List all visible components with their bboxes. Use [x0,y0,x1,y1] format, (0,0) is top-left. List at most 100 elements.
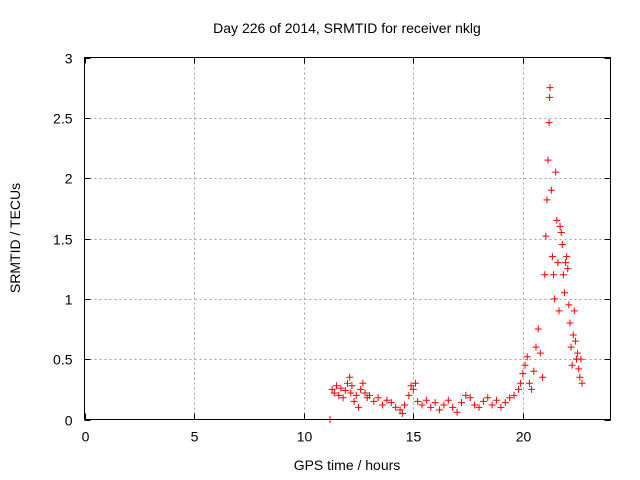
data-point [547,186,555,194]
data-point [546,84,554,92]
data-point [567,343,575,351]
data-point [569,331,577,339]
data-point [335,391,343,399]
x-tick-label: 10 [297,429,313,445]
data-point [568,361,576,369]
data-point [552,168,560,176]
data-point [536,349,544,357]
data-point [346,373,354,381]
data-point [554,259,562,267]
data-point [398,409,406,417]
data-point [357,385,365,393]
x-axis-label: GPS time / hours [294,457,401,473]
tick-layer [84,57,611,421]
data-point [560,289,568,297]
data-point [453,408,461,416]
data-point [400,401,408,409]
data-point [523,353,531,361]
data-point [571,337,579,345]
data-point [418,401,426,409]
data-point [534,325,542,333]
data-point [330,389,338,397]
data-point [409,385,417,393]
data-point [543,196,551,204]
data-point [392,403,400,411]
data-point [444,396,452,404]
y-tick-label: 0 [65,413,73,429]
data-point [383,396,391,404]
data-point [550,271,558,279]
y-axis-label: SRMTID / TECUs [7,183,23,293]
data-point [431,399,439,407]
data-point [436,406,444,414]
data-point [521,361,529,369]
data-point [551,295,559,303]
data-point [564,265,572,273]
data-point [506,394,514,402]
data-point [365,391,373,399]
data-point [575,365,583,373]
data-point [339,394,347,402]
data-point [396,406,404,414]
data-point [422,396,430,404]
data-point [519,370,527,378]
y-tick-label: 2.5 [53,111,73,127]
data-point [449,403,457,411]
data-point [440,401,448,409]
data-point [405,391,413,399]
chart-title: Day 226 of 2014, SRMTID for receiver nkl… [213,20,481,36]
data-point [497,403,505,411]
points-layer [326,84,586,423]
data-point [407,382,415,390]
data-point [414,397,422,405]
data-point [577,355,585,363]
data-point [484,394,492,402]
data-point [530,367,538,375]
data-point [562,259,570,267]
data-point [354,403,362,411]
data-point [462,391,470,399]
data-point [370,397,378,405]
data-point [328,385,336,393]
data-point [466,394,474,402]
data-point [475,403,483,411]
data-point [350,397,358,405]
data-point [347,389,355,397]
data-point [333,382,341,390]
data-point [352,391,360,399]
data-point [379,401,387,409]
data-point [528,385,536,393]
data-point [411,379,419,387]
data-point [578,379,586,387]
x-tick-label: 15 [406,429,422,445]
y-tick-label: 0.5 [53,352,73,368]
data-point [545,119,553,127]
data-point [374,394,382,402]
y-tick-label: 3 [65,51,73,67]
data-point [525,379,533,387]
data-point [539,373,547,381]
data-point [387,399,395,407]
data-point [559,271,567,279]
data-point [361,389,369,397]
data-point [548,253,556,261]
label-layer: 0 5 10 15 20 0 0.5 1 1.5 2 2.5 3 [53,51,531,445]
data-point [344,379,351,387]
y-tick-label: 1.5 [53,232,73,248]
data-point [488,401,496,409]
x-tick-label: 20 [516,429,532,445]
data-point [514,385,522,393]
data-point [427,403,435,411]
data-point [565,301,573,309]
data-point [544,156,552,164]
data-point [517,379,525,387]
data-point [546,93,554,101]
data-point [541,271,549,279]
data-point [576,373,584,381]
grid-layer [84,57,611,420]
data-point [563,253,571,261]
data-point [566,319,574,327]
data-point [574,349,582,357]
data-point [359,379,367,387]
